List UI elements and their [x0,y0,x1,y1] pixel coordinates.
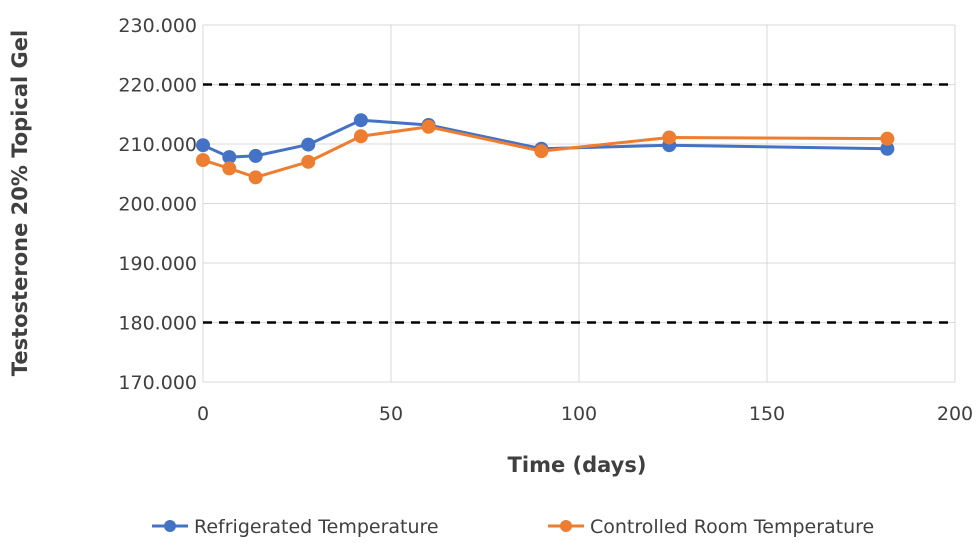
legend-label-controlled-room: Controlled Room Temperature [590,516,874,538]
y-tick-label: 220.000 [118,75,197,97]
y-tick-label: 200.000 [118,194,197,216]
tick-labels: 170.000 180.000 190.000 200.000 210.000 220.0… [118,15,973,425]
data-point [248,170,263,185]
series-group [196,113,895,185]
y-tick-label: 190.000 [118,253,197,275]
legend: Refrigerated Temperature Controlled Room… [152,516,874,538]
data-point [196,153,210,168]
data-point [534,144,549,159]
y-tick-label: 180.000 [118,313,197,335]
x-tick-label: 50 [379,403,403,425]
series-1 [196,119,895,185]
data-point [222,161,237,176]
data-point [353,129,368,144]
grid [202,24,956,383]
y-axis-title: Testosterone 20% Topical Gel [8,30,32,376]
x-tick-label: 200 [937,403,973,425]
x-tick-label: 150 [749,403,785,425]
legend-marker-refrigerated [164,520,176,532]
data-point [353,113,368,128]
data-point [301,154,316,169]
reference-lines [203,83,955,324]
data-point [662,130,677,145]
legend-label-refrigerated: Refrigerated Temperature [194,516,439,538]
data-point [222,150,237,165]
legend-item-refrigerated: Refrigerated Temperature [152,516,439,538]
data-point [880,141,895,156]
x-tick-label: 0 [197,403,209,425]
legend-marker-controlled-room [560,520,572,532]
y-tick-label: 230.000 [118,15,197,37]
legend-item-controlled-room: Controlled Room Temperature [548,516,874,538]
data-point [301,137,316,152]
y-tick-label: 210.000 [118,134,197,156]
y-tick-label: 170.000 [118,372,197,394]
x-axis-title: Time (days) [508,453,647,477]
data-point [248,148,263,163]
x-tick-label: 100 [561,403,597,425]
data-point [196,138,210,153]
data-point [421,119,436,134]
data-point [880,131,895,146]
